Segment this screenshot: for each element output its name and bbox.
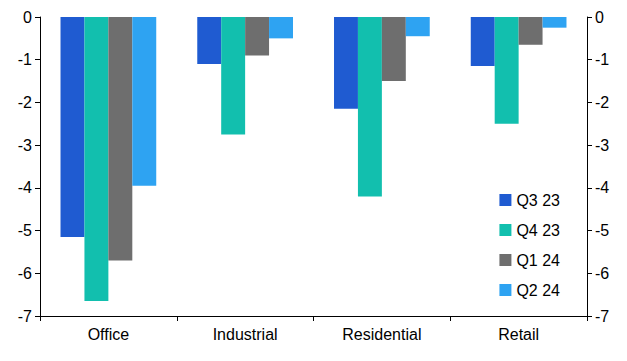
svg-text:-3: -3: [595, 137, 609, 154]
svg-text:-5: -5: [18, 222, 32, 239]
svg-text:Q3 23: Q3 23: [516, 192, 560, 209]
svg-text:Retail: Retail: [498, 326, 539, 343]
svg-text:-7: -7: [595, 308, 609, 325]
svg-text:-2: -2: [595, 94, 609, 111]
svg-text:-3: -3: [18, 137, 32, 154]
svg-text:Q1 24: Q1 24: [516, 252, 560, 269]
svg-text:Industrial: Industrial: [213, 326, 278, 343]
svg-text:Q2 24: Q2 24: [516, 282, 560, 299]
svg-text:Office: Office: [88, 326, 130, 343]
svg-text:-6: -6: [18, 265, 32, 282]
svg-text:-7: -7: [18, 308, 32, 325]
svg-text:-6: -6: [595, 265, 609, 282]
svg-text:0: 0: [23, 9, 32, 26]
svg-text:Residential: Residential: [342, 326, 421, 343]
svg-text:-4: -4: [595, 179, 609, 196]
svg-text:-1: -1: [595, 51, 609, 68]
svg-text:Q4 23: Q4 23: [516, 222, 560, 239]
svg-text:-2: -2: [18, 94, 32, 111]
svg-text:-4: -4: [18, 179, 32, 196]
svg-text:-1: -1: [18, 51, 32, 68]
svg-text:-5: -5: [595, 222, 609, 239]
svg-text:0: 0: [595, 9, 604, 26]
